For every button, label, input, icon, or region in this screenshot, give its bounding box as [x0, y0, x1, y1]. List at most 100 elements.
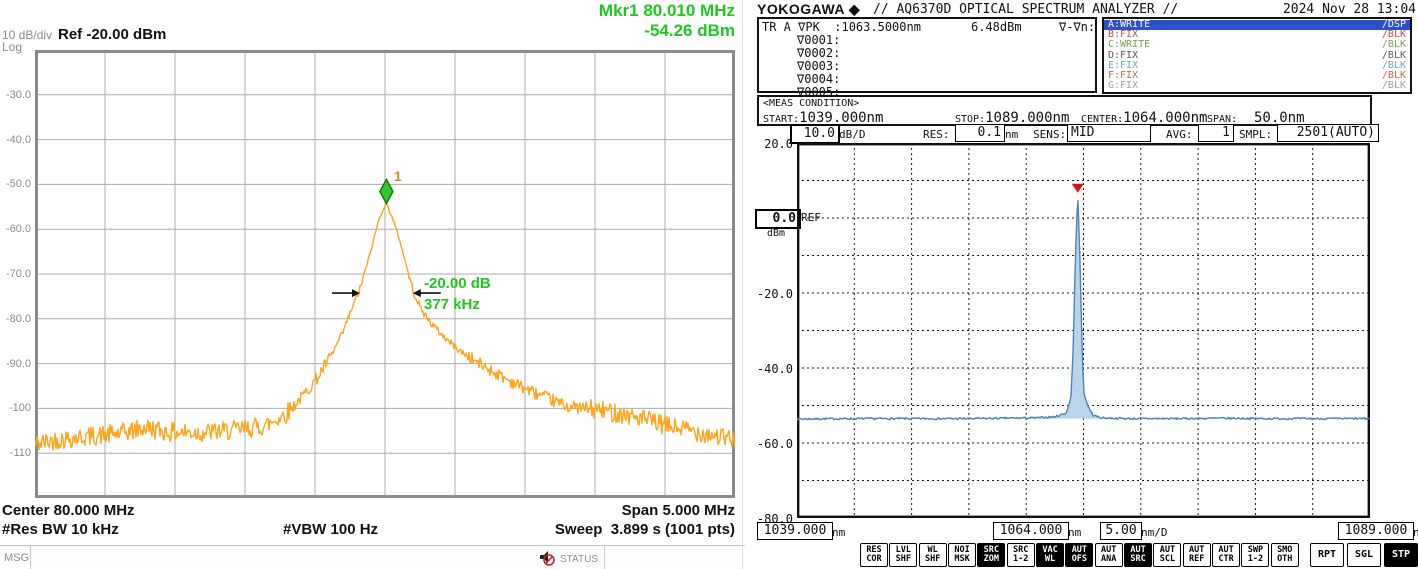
instrument-title: // AQ6370D OPTICAL SPECTRUM ANALYZER // [873, 2, 1179, 17]
ref-level-unit: dBm [767, 228, 786, 239]
resolution-field[interactable]: 0.1 [955, 124, 1005, 142]
marker-amplitude: -54.26 dBm [644, 21, 735, 40]
meas-condition-box: <MEAS CONDITION> START:1039.000nm STOP:1… [757, 95, 1372, 126]
softkey-wl-shf[interactable]: WL SHF [918, 543, 947, 567]
settings-row: 10.0 dB/D RES: 0.1 nm SENS: MID AVG: 1 S… [755, 124, 1418, 144]
marker-row: ∇0002: [797, 46, 841, 60]
brand-diamond-icon: ◆ [848, 1, 861, 17]
status-bar: MSG STATUS [0, 545, 745, 569]
marker-info-box: TR A ∇PK :1063.5000nm 6.48dBm ∇-∇n: ∇000… [757, 17, 1097, 99]
averaging-field[interactable]: 1 [1198, 124, 1234, 142]
osa-x-axis-row: 1039.000 nm 1064.000 nm 5.00 nm/D 1089.0… [755, 522, 1418, 540]
stop-wavelength: STOP:1089.000nm [955, 110, 1070, 126]
start-wavelength-field[interactable]: 1039.000 [757, 522, 833, 540]
rf-y-tick: -80.0 [5, 312, 31, 325]
speaker-muted-icon [540, 551, 555, 566]
softkey-sgl[interactable]: SGL [1347, 543, 1381, 567]
rf-y-tick: -110 [9, 447, 31, 460]
rf-y-tick: -30.0 [5, 88, 31, 101]
rf-y-tick: -90.0 [5, 357, 31, 370]
trace-label: C:WRITE [1108, 39, 1151, 51]
trace-mode: /BLK [1381, 29, 1406, 41]
trace-status-row[interactable]: G:FIX/BLK [1104, 81, 1410, 91]
delta-marker-label: ∇-∇n: [1059, 20, 1096, 34]
softkey-aut-src[interactable]: AUT SRC [1124, 543, 1153, 567]
softkey-stp[interactable]: STP [1384, 543, 1418, 567]
start-unit: nm [832, 526, 846, 539]
center-frequency-label: Center 80.000 MHz [2, 502, 135, 519]
marker-row: ∇0004: [797, 72, 841, 86]
log-scale-label: Log [2, 40, 23, 54]
res-unit: nm [1005, 128, 1019, 141]
osa-spectrum-plot [797, 143, 1370, 518]
softkey-aut-ctr[interactable]: AUT CTR [1212, 543, 1241, 567]
res-label: RES: [923, 128, 950, 141]
rbw-label: #Res BW 10 kHz [2, 521, 119, 538]
meas-condition-title: <MEAS CONDITION> [763, 98, 860, 109]
softkey-rpt[interactable]: RPT [1310, 543, 1344, 567]
trace-status-row[interactable]: E:FIX/BLK [1104, 60, 1410, 71]
softkey-src-1-2[interactable]: SRC 1-2 [1006, 543, 1035, 567]
rf-trace [35, 202, 735, 451]
rf-y-tick: -100 [8, 402, 31, 415]
peak-level-readout: 6.48dBm [971, 20, 1022, 34]
scale-per-div-field[interactable]: 5.00 [1100, 522, 1142, 540]
statusbar-divider [30, 546, 31, 569]
statusbar-divider-2 [604, 546, 605, 569]
softkey-swp-1-2[interactable]: SWP 1-2 [1241, 543, 1270, 567]
trace-status-row[interactable]: B:FIX/BLK [1104, 29, 1410, 41]
sens-label: SENS: [1033, 128, 1067, 141]
ref-level-label: Ref -20.00 dBm [58, 26, 167, 43]
status-label: STATUS [560, 554, 598, 565]
bandwidth-level-annotation: -20.00 dB [424, 275, 491, 292]
span-label: Span 5.000 MHz [621, 502, 735, 519]
trace-status-box: A:WRITE/DSP B:FIX/BLK C:WRITE/BLK D:FIX/BLK… [1102, 17, 1412, 94]
trace-peak-readout: TR A ∇PK :1063.5000nm [762, 20, 921, 34]
ref-level-field[interactable]: 0.0 [755, 209, 801, 229]
trace-status-row[interactable]: F:FIX/BLK [1104, 70, 1410, 81]
trace-status-row[interactable]: A:WRITE/DSP [1104, 19, 1410, 31]
scale-per-div-label: 10 dB/div [2, 28, 53, 42]
softkey-aut-ofs[interactable]: AUT OFS [1065, 543, 1094, 567]
sensitivity-field[interactable]: MID [1067, 124, 1151, 142]
sweep-label: Sweep 3.899 s (1001 pts) [554, 521, 735, 538]
start-wavelength: START:1039.000nm [763, 110, 884, 126]
osa-y-tick: -40.0 [756, 362, 793, 376]
ref-line-label: REF [801, 211, 821, 224]
softkey-smo-oth[interactable]: SMO OTH [1270, 543, 1299, 567]
softkey-aut-ref[interactable]: AUT REF [1182, 543, 1211, 567]
rf-y-tick: -50.0 [5, 178, 31, 191]
trace-mode: /BLK [1381, 80, 1406, 92]
trace-mode: /BLK [1381, 39, 1406, 51]
trace-mode: /BLK [1381, 49, 1406, 61]
marker-1-diamond-icon [379, 177, 394, 206]
softkey-res-cor[interactable]: RES COR [860, 543, 888, 567]
softkey-vac-wl[interactable]: VAC WL [1036, 543, 1065, 567]
osa-y-tick: 20.0 [764, 137, 793, 151]
rf-spectrum-plot [35, 50, 735, 498]
marker-row: ∇0001: [797, 33, 841, 47]
osa-y-tick: -20.0 [756, 287, 793, 301]
softkey-src-zom[interactable]: SRC ZOM [977, 543, 1006, 567]
center-wavelength: CENTER:1064.000nm [1081, 110, 1208, 126]
center-wavelength-field[interactable]: 1064.000 [993, 522, 1069, 540]
peak-marker-icon [1071, 183, 1084, 193]
scale-unit: nm/D [1141, 526, 1168, 539]
yokogawa-logo: YOKOGAWA ◆ [757, 1, 861, 17]
trace-status-row[interactable]: C:WRITE/BLK [1104, 40, 1410, 50]
rf-y-tick: -60.0 [5, 223, 31, 236]
datetime-label: 2024 Nov 28 13:04 [1282, 2, 1416, 17]
trace-label: D:FIX [1108, 49, 1139, 61]
softkey-noi-msk[interactable]: NOI MSK [948, 543, 977, 567]
softkey-aut-scl[interactable]: AUT SCL [1153, 543, 1182, 567]
trace-status-row[interactable]: D:FIX/BLK [1104, 49, 1410, 61]
rf-y-tick: -70.0 [5, 268, 31, 280]
bandwidth-width-annotation: 377 kHz [424, 296, 480, 313]
center-unit: nm [1068, 526, 1082, 539]
sampling-field[interactable]: 2501(AUTO) [1277, 124, 1379, 142]
level-scale-field[interactable]: 10.0 [790, 124, 840, 144]
stop-wavelength-field[interactable]: 1089.000 [1338, 522, 1414, 540]
softkey-lvl-shf[interactable]: LVL SHF [889, 543, 918, 567]
softkey-aut-ana[interactable]: AUT ANA [1094, 543, 1123, 567]
